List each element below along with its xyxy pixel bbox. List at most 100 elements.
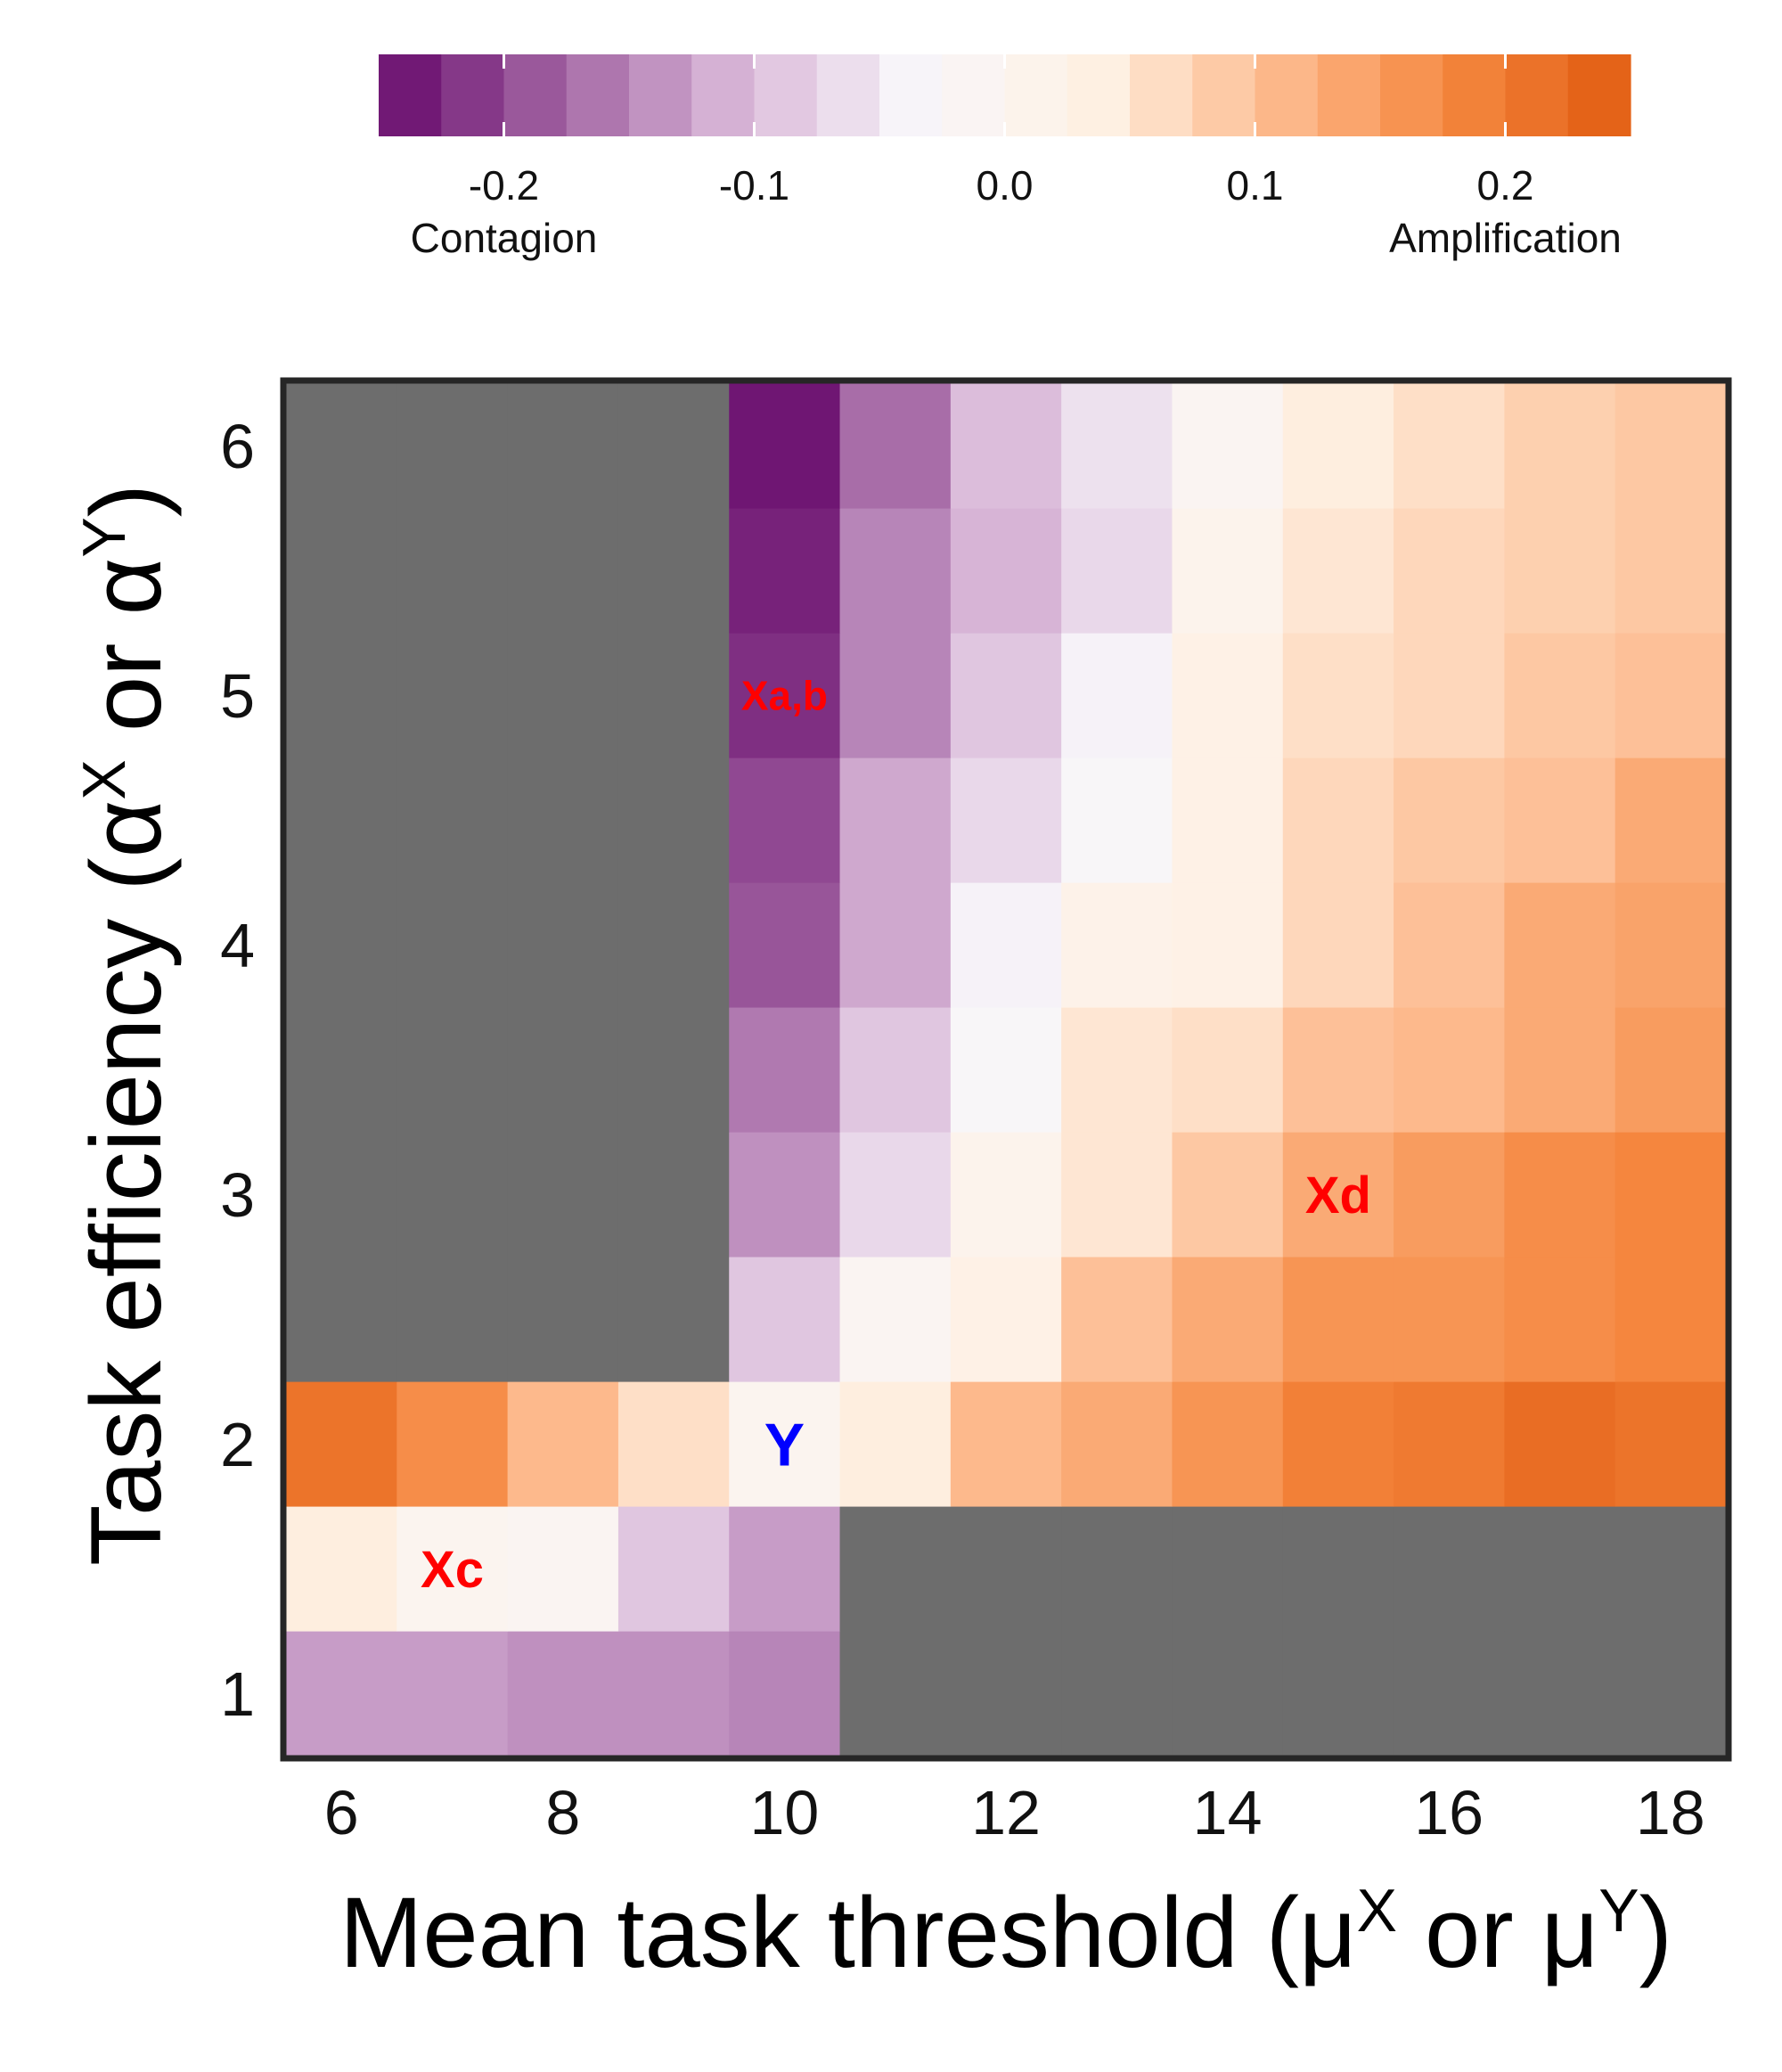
heatmap-cell: [617, 1381, 730, 1507]
heatmap-cell: [1614, 633, 1727, 758]
heatmap-cell: [950, 758, 1062, 883]
heatmap-cell: [729, 1381, 841, 1507]
colorbar-segment: [441, 54, 505, 136]
heatmap-cell: [396, 1257, 509, 1382]
heatmap-cell: [1061, 882, 1173, 1008]
heatmap-cell: [950, 1257, 1062, 1382]
heatmap-cell: [1614, 1381, 1727, 1507]
heatmap-cell: [507, 1631, 619, 1757]
heatmap-cell: [1172, 1506, 1284, 1632]
heatmap-cell: [1394, 1132, 1505, 1257]
heatmap-cell: [507, 1381, 619, 1507]
y-tick-label: 2: [220, 1410, 255, 1479]
heatmap-cell: [507, 882, 619, 1008]
heatmap-cell: [1504, 633, 1616, 758]
y-tick-label: 4: [220, 911, 255, 980]
heatmap-cell: [1394, 1007, 1505, 1133]
heatmap-cell: [1504, 1132, 1616, 1257]
x-tick-label: 10: [749, 1778, 819, 1847]
colorbar-segment: [1443, 54, 1507, 136]
x-tick-label: 8: [545, 1778, 580, 1847]
heatmap-cell: [1061, 1007, 1173, 1133]
heatmap-cell: [839, 1506, 952, 1632]
heatmap-cell: [396, 1631, 509, 1757]
colorbar-segment: [1380, 54, 1443, 136]
colorbar-tick-label: 0.0: [977, 162, 1034, 209]
y-tick-label: 1: [220, 1659, 255, 1729]
heatmap-cell: [1061, 1631, 1173, 1757]
colorbar-segment: [1505, 54, 1569, 136]
colorbar-segment: [1130, 54, 1193, 136]
colorbar-segment: [1255, 54, 1319, 136]
heatmap-cell: [729, 882, 841, 1008]
heatmap-cell: [507, 758, 619, 883]
colorbar-segment: [816, 54, 880, 136]
heatmap-cell: [396, 1007, 509, 1133]
heatmap-cell: [507, 1506, 619, 1632]
heatmap-cell: [507, 1257, 619, 1382]
colorbar-segment: [942, 54, 1006, 136]
heatmap-cell: [507, 508, 619, 634]
heatmap-cell: [1172, 508, 1284, 634]
heatmap-cell: [396, 1506, 509, 1632]
heatmap-cell: [1172, 383, 1284, 509]
annotation-label: Xd: [1305, 1167, 1371, 1224]
heatmap-cell: [286, 1132, 397, 1257]
heatmap-cell: [1061, 633, 1173, 758]
heatmap-cell: [1614, 1631, 1727, 1757]
heatmap-cell: [1282, 758, 1394, 883]
heatmap-cell: [1282, 508, 1394, 634]
colorbar-segment: [379, 54, 442, 136]
heatmap-cell: [950, 508, 1062, 634]
y-tick-label: 5: [220, 661, 255, 731]
heatmap-cell: [1282, 1132, 1394, 1257]
annotation-label: Y: [764, 1412, 805, 1479]
heatmap-cell: [617, 1132, 730, 1257]
colorbar-segment: [1067, 54, 1131, 136]
x-tick-label: 14: [1193, 1778, 1263, 1847]
heatmap-cell: [1394, 383, 1505, 509]
colorbar-segment: [1567, 54, 1631, 136]
heatmap-cell: [1394, 1381, 1505, 1507]
heatmap-cell: [286, 383, 397, 509]
heatmap-cell: [396, 633, 509, 758]
heatmap-cell: [1172, 633, 1284, 758]
heatmap-cell: [396, 1381, 509, 1507]
heatmap-cell: [286, 1506, 397, 1632]
heatmap-cell: [617, 758, 730, 883]
heatmap-cell: [729, 1132, 841, 1257]
heatmap-cell: [507, 1007, 619, 1133]
y-axis-title: Task efficiency (αX or αY): [70, 484, 182, 1566]
colorbar: -0.2 -0.1 0.0 0.1 0.2 Contagion Amplification: [379, 54, 1631, 261]
heatmap-cell: [1172, 1631, 1284, 1757]
heatmap-cell: [286, 1631, 397, 1757]
heatmap-cell: [1504, 1257, 1616, 1382]
heatmap-cell: [396, 508, 509, 634]
x-tick-label: 16: [1414, 1778, 1484, 1847]
heatmap-cell: [1282, 1381, 1394, 1507]
colorbar-segment: [754, 54, 818, 136]
heatmap-cell: [729, 758, 841, 883]
heatmap-cell: [286, 508, 397, 634]
heatmap-cell: [286, 633, 397, 758]
heatmap-cell: [1394, 882, 1505, 1008]
colorbar-segment: [1004, 54, 1068, 136]
heatmap-cell: [286, 1007, 397, 1133]
heatmap-cell: [1061, 383, 1173, 509]
heatmap-cell: [1504, 1381, 1616, 1507]
heatmap-cell: [839, 1631, 952, 1757]
heatmap-cell: [286, 1257, 397, 1382]
heatmap-cells: [286, 383, 1727, 1757]
colorbar-tick-label: -0.1: [719, 162, 789, 209]
heatmap-cell: [1394, 508, 1505, 634]
heatmap-cell: [839, 1132, 952, 1257]
heatmap-cell: [1061, 508, 1173, 634]
heatmap-cell: [617, 1257, 730, 1382]
plot-frame: [280, 377, 1732, 1762]
colorbar-tick-label: -0.2: [469, 162, 539, 209]
heatmap-cell: [1614, 383, 1727, 509]
colorbar-segment: [629, 54, 692, 136]
heatmap-cell: [1394, 1257, 1505, 1382]
